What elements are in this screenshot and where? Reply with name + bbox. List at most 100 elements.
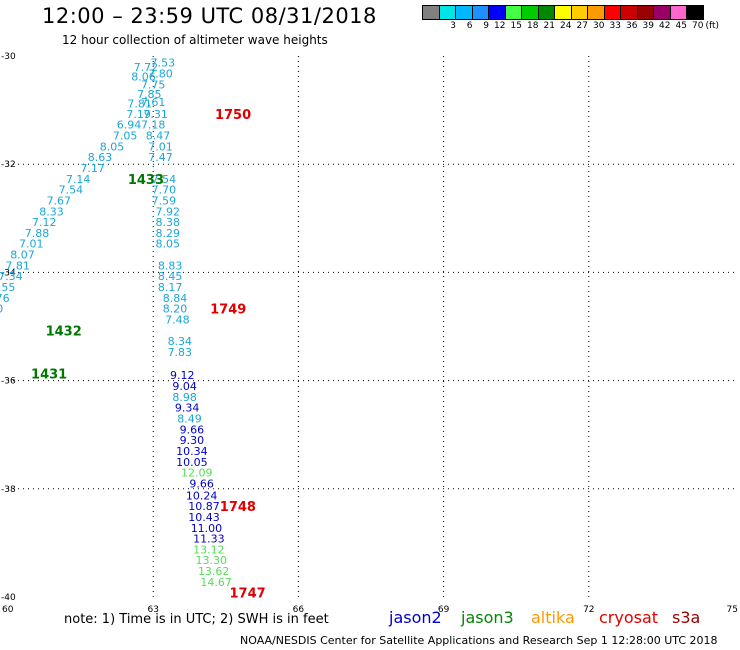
wave-height-label: 7.83 — [168, 346, 193, 359]
legend-label: 27 — [576, 21, 588, 31]
wave-height-label: 7.17 — [80, 162, 105, 175]
wave-height-label: 7.75 — [141, 79, 166, 92]
legend-swatch — [686, 5, 704, 20]
wave-height-label: 7.59 — [152, 194, 177, 207]
y-tick-label: -34 — [1, 268, 16, 278]
legend-label: 33 — [609, 21, 621, 31]
wave-height-label: 7.18 — [141, 119, 166, 132]
wave-height-label: 8.05 — [100, 140, 125, 153]
wave-height-label: 7.14 — [66, 173, 91, 186]
time-label: 1432 — [46, 324, 82, 339]
legend-label: 30 — [593, 21, 605, 31]
wave-height-label: 10.87 — [188, 500, 220, 513]
wave-height-label: 7.53 — [151, 56, 176, 69]
y-tick-label: -36 — [1, 377, 16, 387]
wave-height-label: 7.76 — [0, 292, 10, 305]
wave-height-label: 10.05 — [176, 456, 208, 469]
wave-height-label: 9.66 — [180, 423, 205, 436]
wave-height-label: 6.94 — [117, 119, 142, 132]
y-tick-label: -30 — [1, 52, 16, 62]
wave-height-label: 13.62 — [198, 565, 230, 578]
time-label: 1747 — [229, 587, 265, 602]
wave-height-label: 7.70 — [152, 184, 177, 197]
wave-height-label: 9.30 — [180, 434, 205, 447]
wave-height-label: 8.34 — [168, 335, 193, 348]
satellite-label-jason3: jason3 — [461, 608, 514, 627]
legend-label: 70 — [692, 21, 704, 31]
legend-label: 45 — [675, 21, 687, 31]
wave-height-label: 7.54 — [59, 184, 84, 197]
time-label: 1748 — [220, 500, 256, 515]
y-tick-label: -38 — [1, 485, 16, 495]
wave-height-label: 8.45 — [158, 270, 183, 283]
wave-height-label: 8.07 — [10, 249, 35, 262]
wave-height-label: 8.84 — [163, 292, 188, 305]
legend-label: 15 — [510, 21, 522, 31]
legend-label: 12 — [494, 21, 506, 31]
wave-height-label: 8.47 — [146, 130, 171, 143]
time-label: 1749 — [210, 303, 246, 318]
note-text: note: 1) Time is in UTC; 2) SWH is in fe… — [64, 612, 329, 627]
wave-height-label: 7.48 — [165, 313, 190, 326]
wave-height-label: 10.24 — [186, 489, 218, 502]
wave-height-label: 8.29 — [155, 227, 180, 240]
wave-height-label: 7.61 — [141, 96, 166, 109]
wave-height-label: 7.54 — [152, 173, 177, 186]
wave-height-label: 8.05 — [155, 238, 180, 251]
color-legend — [422, 5, 704, 20]
wave-height-label: 7.01 — [19, 238, 44, 251]
legend-label: 6 — [466, 21, 473, 31]
x-tick-label: 69 — [438, 605, 450, 615]
wave-height-label: 7.19 — [126, 108, 151, 121]
wave-height-label: 8.38 — [155, 216, 180, 229]
legend-label: 21 — [543, 21, 555, 31]
color-legend-labels: 3 6 9 12 15 18 21 24 27 30 33 36 39 42 45 70 (ft) — [423, 21, 719, 31]
legend-label: 39 — [642, 21, 654, 31]
page-title: 12:00 – 23:59 UTC 08/31/2018 — [42, 4, 377, 28]
page-subtitle: 12 hour collection of altimeter wave hei… — [62, 33, 328, 47]
satellite-label-jason2: jason2 — [389, 608, 442, 627]
wave-height-label: 8.98 — [172, 391, 197, 404]
time-label: 1750 — [215, 108, 251, 123]
wave-height-label: 9.34 — [175, 402, 200, 415]
wave-height-label: 7.05 — [113, 130, 138, 143]
wave-height-label: 13.12 — [193, 543, 225, 556]
wave-height-label: 8.06 — [131, 71, 156, 84]
satellite-label-s3a: s3a — [672, 608, 701, 627]
legend-label: 3 — [450, 21, 456, 31]
legend-label: 9 — [483, 21, 489, 31]
x-tick-label: 63 — [147, 605, 158, 615]
wave-height-label: 7.47 — [148, 151, 173, 164]
wave-height-label: 9.12 — [170, 369, 195, 382]
wave-height-label: 7.81 — [5, 259, 30, 272]
legend-label: 24 — [560, 21, 572, 31]
wave-height-label: 8.83 — [158, 259, 183, 272]
satellite-label-cryosat: cryosat — [599, 608, 659, 627]
wave-height-label: 13.30 — [196, 554, 228, 567]
wave-height-label: 7.55 — [0, 281, 15, 294]
wave-height-label: 8.63 — [88, 151, 113, 164]
legend-label: 18 — [527, 21, 539, 31]
satellite-label-altika: altika — [531, 608, 575, 627]
wave-height-label: 7.70 — [0, 303, 3, 316]
x-tick-label: 66 — [293, 605, 305, 615]
y-tick-label: -40 — [1, 593, 16, 603]
wave-height-label: 8.20 — [163, 303, 188, 316]
wave-height-label: 7.01 — [148, 140, 173, 153]
wave-height-label: 9.66 — [189, 477, 214, 490]
time-label: 1433 — [128, 173, 164, 188]
footer-credit: NOAA/NESDIS Center for Satellite Applica… — [240, 634, 718, 647]
wave-height-label: 7.92 — [155, 205, 180, 218]
wave-height-label: 7.31 — [143, 108, 168, 121]
wave-height-label: 7.72 — [134, 61, 159, 74]
wave-height-label: 9.04 — [172, 380, 197, 393]
wave-height-label: 12.09 — [181, 467, 213, 480]
wave-height-label: 10.43 — [188, 511, 220, 524]
wave-height-label: 14.67 — [200, 576, 232, 589]
legend-label: 42 — [659, 21, 671, 31]
x-tick-label: 60 — [2, 605, 14, 615]
x-tick-label: 72 — [583, 605, 594, 615]
wave-height-label: 7.80 — [148, 67, 173, 80]
x-tick-label: 75 — [727, 605, 738, 615]
